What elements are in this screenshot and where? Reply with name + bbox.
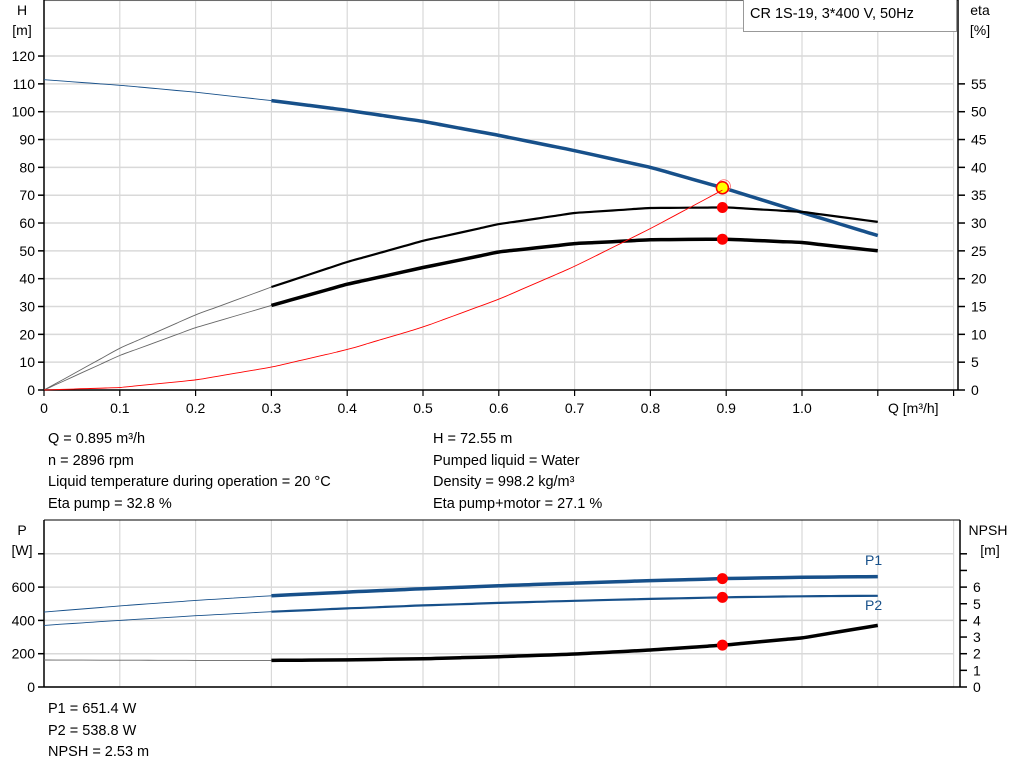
y-right-tick-label: 40 [971,159,987,175]
info-p1: P1 = 651.4 W [48,701,137,717]
y-right-tick-label: 20 [971,271,987,287]
y-right-label: eta [970,2,990,18]
y-left-tick-label: 90 [19,132,35,148]
x-tick-label: 0.1 [110,400,130,416]
eta_pump_motor-curve-extrapolated [43,304,272,391]
info-temperature: Liquid temperature during operation = 20… [48,474,331,490]
x-tick-label: 0 [40,400,48,416]
eta_pump-curve [271,206,878,289]
y-right-tick-label: 45 [971,132,987,148]
P1-curve [271,574,878,598]
x-tick-label: 0.8 [641,400,661,416]
eta_pump_motor-duty-marker [716,233,728,245]
system-curve [43,189,723,391]
x-tick-label: 0.6 [489,400,509,416]
P1-duty-marker [716,573,728,585]
y-left-tick-label: 0 [27,679,35,695]
y-left-tick-label: 0 [27,382,35,398]
info-eta-pump-motor: Eta pump+motor = 27.1 % [433,495,603,512]
P2-duty-marker [716,591,728,603]
y-right-tick-label: 4 [973,612,981,628]
y-right-unit: [m] [980,542,999,558]
y-left-tick-label: 30 [19,299,35,315]
x-tick-label: 0.7 [565,400,585,416]
head-curve [271,98,879,238]
info-npsh: NPSH = 2.53 m [48,744,150,760]
y-left-tick-label: 60 [19,215,35,231]
head-curve-extrapolated [43,79,272,102]
x-tick-label: 0.3 [262,400,282,416]
x-axis-label: Q [m³/h] [888,400,939,416]
y-right-tick-label: 50 [971,104,987,120]
y-left-tick-label: 80 [19,159,35,175]
info-eta-pump: Eta pump = 32.8 % [48,495,172,512]
y-right-tick-label: 35 [971,187,987,203]
info-n: n = 2896 rpm [48,452,134,469]
y-left-tick-label: 50 [19,243,35,259]
y-right-tick-label: 15 [971,299,987,315]
P2-curve-extrapolated [43,611,272,626]
P1-curve-extrapolated [43,595,272,613]
y-right-tick-label: 10 [971,326,987,342]
y-left-label: P [17,522,26,538]
x-tick-label: 0.5 [413,400,433,416]
x-tick-label: 0.4 [337,400,357,416]
info-p2: P2 = 538.8 W [48,722,137,739]
info-density: Density = 998.2 kg/m³ [433,474,575,490]
y-left-unit: [m] [12,22,31,38]
x-tick-label: 0.9 [716,400,736,416]
y-left-tick-label: 10 [19,354,35,370]
p2-series-label: P2 [865,597,882,613]
info-h: H = 72.55 m [433,431,513,447]
y-left-tick-label: 100 [12,104,36,120]
eta_pump-duty-marker [716,201,728,213]
NPSH-curve [271,623,879,663]
y-right-label: NPSH [969,522,1008,538]
y-right-tick-label: 25 [971,243,987,259]
y-left-tick-label: 20 [19,326,35,342]
y-left-label: H [17,2,27,18]
duty-info-right: H = 72.55 m Pumped liquid = Water Densit… [433,429,602,515]
y-left-tick-label: 110 [13,76,36,92]
P2-curve [271,594,878,613]
x-tick-label: 1.0 [792,400,812,416]
info-liquid: Pumped liquid = Water [433,452,580,469]
info-q: Q = 0.895 m³/h [48,431,146,447]
y-left-tick-label: 400 [12,612,36,628]
power-info: P1 = 651.4 W P2 = 538.8 W NPSH = 2.53 m [48,699,149,764]
y-right-tick-label: 5 [973,596,981,612]
y-left-unit: [W] [12,542,33,558]
y-right-tick-label: 55 [971,76,987,92]
y-right-tick-label: 30 [971,215,987,231]
p1-series-label: P1 [865,552,882,568]
y-right-tick-label: 0 [973,679,981,695]
y-right-tick-label: 6 [973,579,981,595]
y-left-tick-label: 70 [19,187,35,203]
duty-point-marker [715,180,730,195]
x-tick-label: 0.2 [186,400,206,416]
eta_pump-curve-extrapolated [43,286,272,391]
y-right-tick-label: 1 [973,662,981,678]
y-left-tick-label: 120 [12,48,36,64]
y-right-tick-label: 0 [971,382,979,398]
y-left-tick-label: 40 [19,271,35,287]
y-left-tick-label: 200 [12,646,36,662]
y-right-unit: [%] [970,22,990,38]
NPSH-duty-marker [716,639,728,651]
duty-info-left: Q = 0.895 m³/h n = 2896 rpm Liquid tempe… [48,429,331,515]
y-right-tick-label: 2 [973,646,981,662]
chart-title-box: CR 1S-19, 3*400 V, 50Hz [743,0,957,32]
y-right-tick-label: 3 [973,629,981,645]
eta_pump_motor-curve [270,237,878,308]
y-right-tick-label: 5 [971,354,979,370]
chart-title: CR 1S-19, 3*400 V, 50Hz [750,6,914,22]
y-left-tick-label: 600 [12,579,36,595]
